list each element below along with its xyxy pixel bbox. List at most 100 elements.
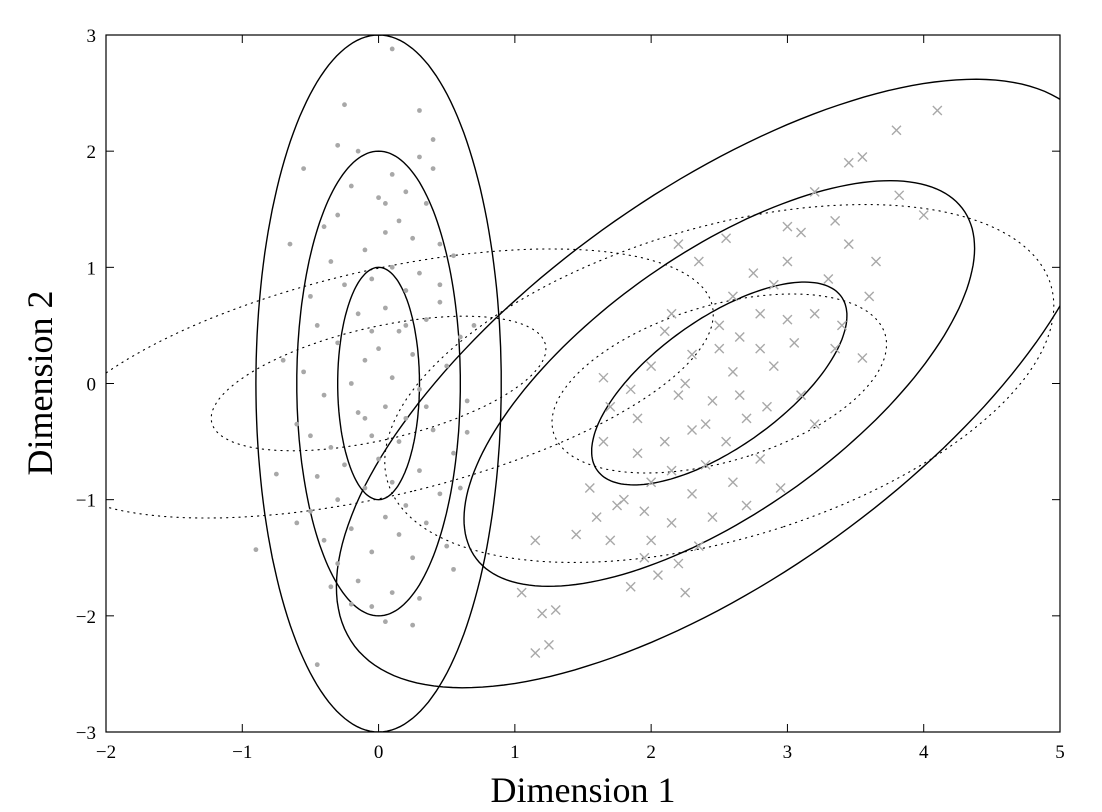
- data-point-dot: [314, 323, 320, 328]
- data-point-x: [836, 320, 847, 331]
- data-point-dot: [451, 450, 456, 456]
- data-point-dot: [389, 375, 395, 381]
- data-point-dot: [464, 398, 470, 404]
- data-point-dot: [403, 189, 409, 195]
- data-point-x: [809, 308, 820, 319]
- y-tick-label: −3: [76, 723, 96, 744]
- data-point-dot: [308, 508, 313, 514]
- data-point-dot: [369, 328, 375, 334]
- data-point-x: [673, 558, 684, 569]
- data-point-dot: [328, 444, 334, 450]
- data-point-dot: [437, 241, 443, 247]
- data-point-dot: [294, 421, 300, 427]
- data-point-dot: [321, 224, 327, 230]
- data-point-dot: [369, 604, 375, 609]
- data-point-x: [782, 314, 793, 325]
- data-point-x: [537, 608, 548, 619]
- data-point-dot: [457, 485, 463, 491]
- data-point-x: [673, 239, 684, 250]
- y-tick-label: −1: [76, 491, 96, 512]
- data-point-dot: [410, 622, 416, 628]
- y-tick-label: 0: [87, 375, 97, 396]
- data-point-x: [830, 343, 841, 354]
- data-point-x: [680, 587, 691, 598]
- data-point-dot: [396, 218, 402, 224]
- data-point-dot: [396, 532, 402, 537]
- data-point-dot: [308, 433, 313, 439]
- data-point-dot: [301, 369, 307, 375]
- data-point-x: [714, 320, 725, 331]
- data-point-x: [680, 378, 691, 389]
- x-tick-label: 0: [374, 742, 384, 763]
- x-tick-label: −1: [232, 742, 252, 763]
- data-point-dot: [444, 363, 450, 369]
- data-point-x: [687, 424, 698, 435]
- data-point-x: [843, 157, 854, 168]
- data-point-x: [666, 517, 677, 528]
- data-point-x: [741, 500, 752, 511]
- data-point-dot: [389, 264, 395, 270]
- data-point-x: [857, 151, 868, 162]
- data-point-dot: [287, 241, 293, 247]
- data-point-dot: [294, 520, 300, 526]
- data-point-dot: [362, 485, 368, 491]
- data-point-dot: [410, 235, 416, 241]
- contour-solid: [591, 281, 848, 486]
- data-point-dot: [423, 201, 429, 206]
- data-point-x: [721, 436, 732, 447]
- data-point-x: [632, 413, 643, 424]
- data-point-dot: [396, 439, 402, 444]
- data-point-dot: [410, 555, 416, 561]
- data-point-dot: [328, 259, 334, 264]
- data-point-dot: [321, 537, 327, 543]
- x-tick-label: 1: [510, 742, 520, 763]
- data-point-x: [714, 343, 725, 354]
- data-point-dot: [403, 288, 409, 293]
- data-point-dot: [335, 340, 341, 346]
- x-axis-label: Dimension 1: [491, 770, 676, 810]
- data-point-x: [639, 552, 650, 563]
- data-point-dot: [382, 404, 388, 410]
- data-point-dot: [348, 526, 354, 532]
- data-point-x: [843, 239, 854, 250]
- data-point-dot: [328, 584, 334, 590]
- data-point-x: [932, 105, 943, 116]
- data-point-x: [755, 343, 766, 354]
- data-point-x: [734, 332, 745, 343]
- data-point-dot: [437, 282, 443, 288]
- data-point-x: [530, 535, 541, 546]
- data-point-dot: [348, 601, 354, 607]
- contour-dotted: [106, 248, 714, 519]
- data-point-dot: [280, 357, 286, 363]
- data-point-x: [687, 349, 698, 360]
- data-point-x: [598, 436, 609, 447]
- data-point-x: [768, 279, 779, 290]
- data-point-dot: [314, 662, 320, 668]
- data-point-dot: [362, 247, 368, 253]
- data-point-dot: [417, 596, 422, 601]
- data-point-dot: [348, 381, 354, 386]
- data-point-dot: [273, 471, 279, 477]
- data-point-x: [673, 390, 684, 401]
- data-point-dot: [253, 547, 259, 553]
- data-point-x: [646, 535, 657, 546]
- data-point-dot: [382, 201, 388, 206]
- data-point-dot: [417, 108, 422, 113]
- data-point-x: [891, 125, 902, 136]
- data-point-dot: [335, 561, 341, 566]
- data-point-x: [625, 384, 636, 395]
- contour-solid: [255, 35, 502, 732]
- data-point-x: [666, 465, 677, 476]
- data-point-dot: [444, 543, 450, 549]
- data-point-x: [809, 419, 820, 430]
- data-point-dot: [321, 392, 327, 398]
- data-point-x: [782, 221, 793, 232]
- data-point-x: [796, 227, 807, 238]
- data-point-x: [687, 488, 698, 499]
- data-point-x: [782, 256, 793, 267]
- data-point-x: [871, 256, 882, 267]
- data-point-dot: [369, 549, 375, 555]
- data-point-x: [605, 535, 616, 546]
- data-point-dot: [423, 317, 429, 323]
